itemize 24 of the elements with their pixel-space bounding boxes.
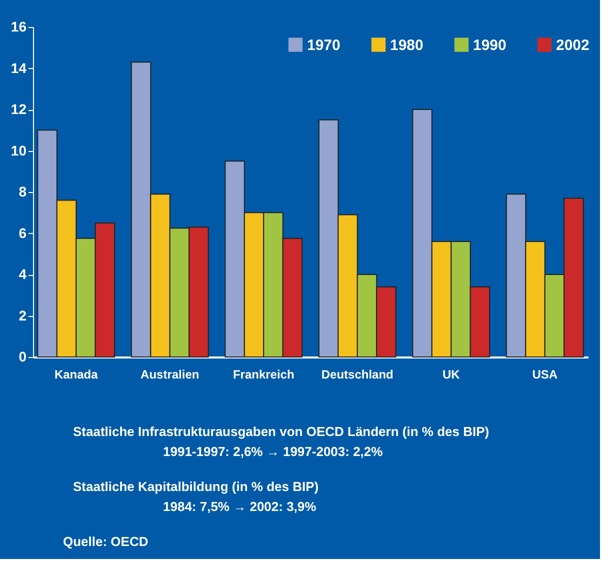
y-tick-label: 12 xyxy=(10,101,27,117)
text: Staatliche Infrastrukturausgaben von OECD Ländern (in % des BIP) xyxy=(73,424,490,439)
y-tick-label: 16 xyxy=(10,18,27,34)
legend-label: 1970 xyxy=(307,36,340,54)
legend-label: 2002 xyxy=(556,36,590,54)
legend-label: 1980 xyxy=(390,36,424,54)
x-tick-label: USA xyxy=(532,368,558,382)
text: 1991-1997: 2,6% → 1997-2003: 2,2% xyxy=(163,444,384,459)
y-tick-label: 4 xyxy=(18,266,27,282)
y-tick-label: 0 xyxy=(18,348,27,364)
y-tick-label: 6 xyxy=(18,224,27,241)
text: Staatliche Kapitalbildung (in % des BIP) xyxy=(73,479,319,494)
x-tick-label: Kanada xyxy=(54,368,98,382)
x-tick-label: Frankreich xyxy=(232,368,294,382)
y-tick-label: 14 xyxy=(10,60,27,76)
x-tick-label: UK xyxy=(442,368,460,382)
x-tick-label: Deutschland xyxy=(321,368,394,382)
legend-label: 1990 xyxy=(473,36,506,54)
text: 1984: 7,5% → 2002: 3,9% xyxy=(163,499,317,514)
y-tick-label: 10 xyxy=(10,142,27,158)
y-tick-label: 8 xyxy=(18,184,27,200)
source-note: Quelle: OECD xyxy=(63,534,148,549)
y-tick-label: 2 xyxy=(18,307,27,324)
x-tick-label: Australien xyxy=(140,368,200,382)
